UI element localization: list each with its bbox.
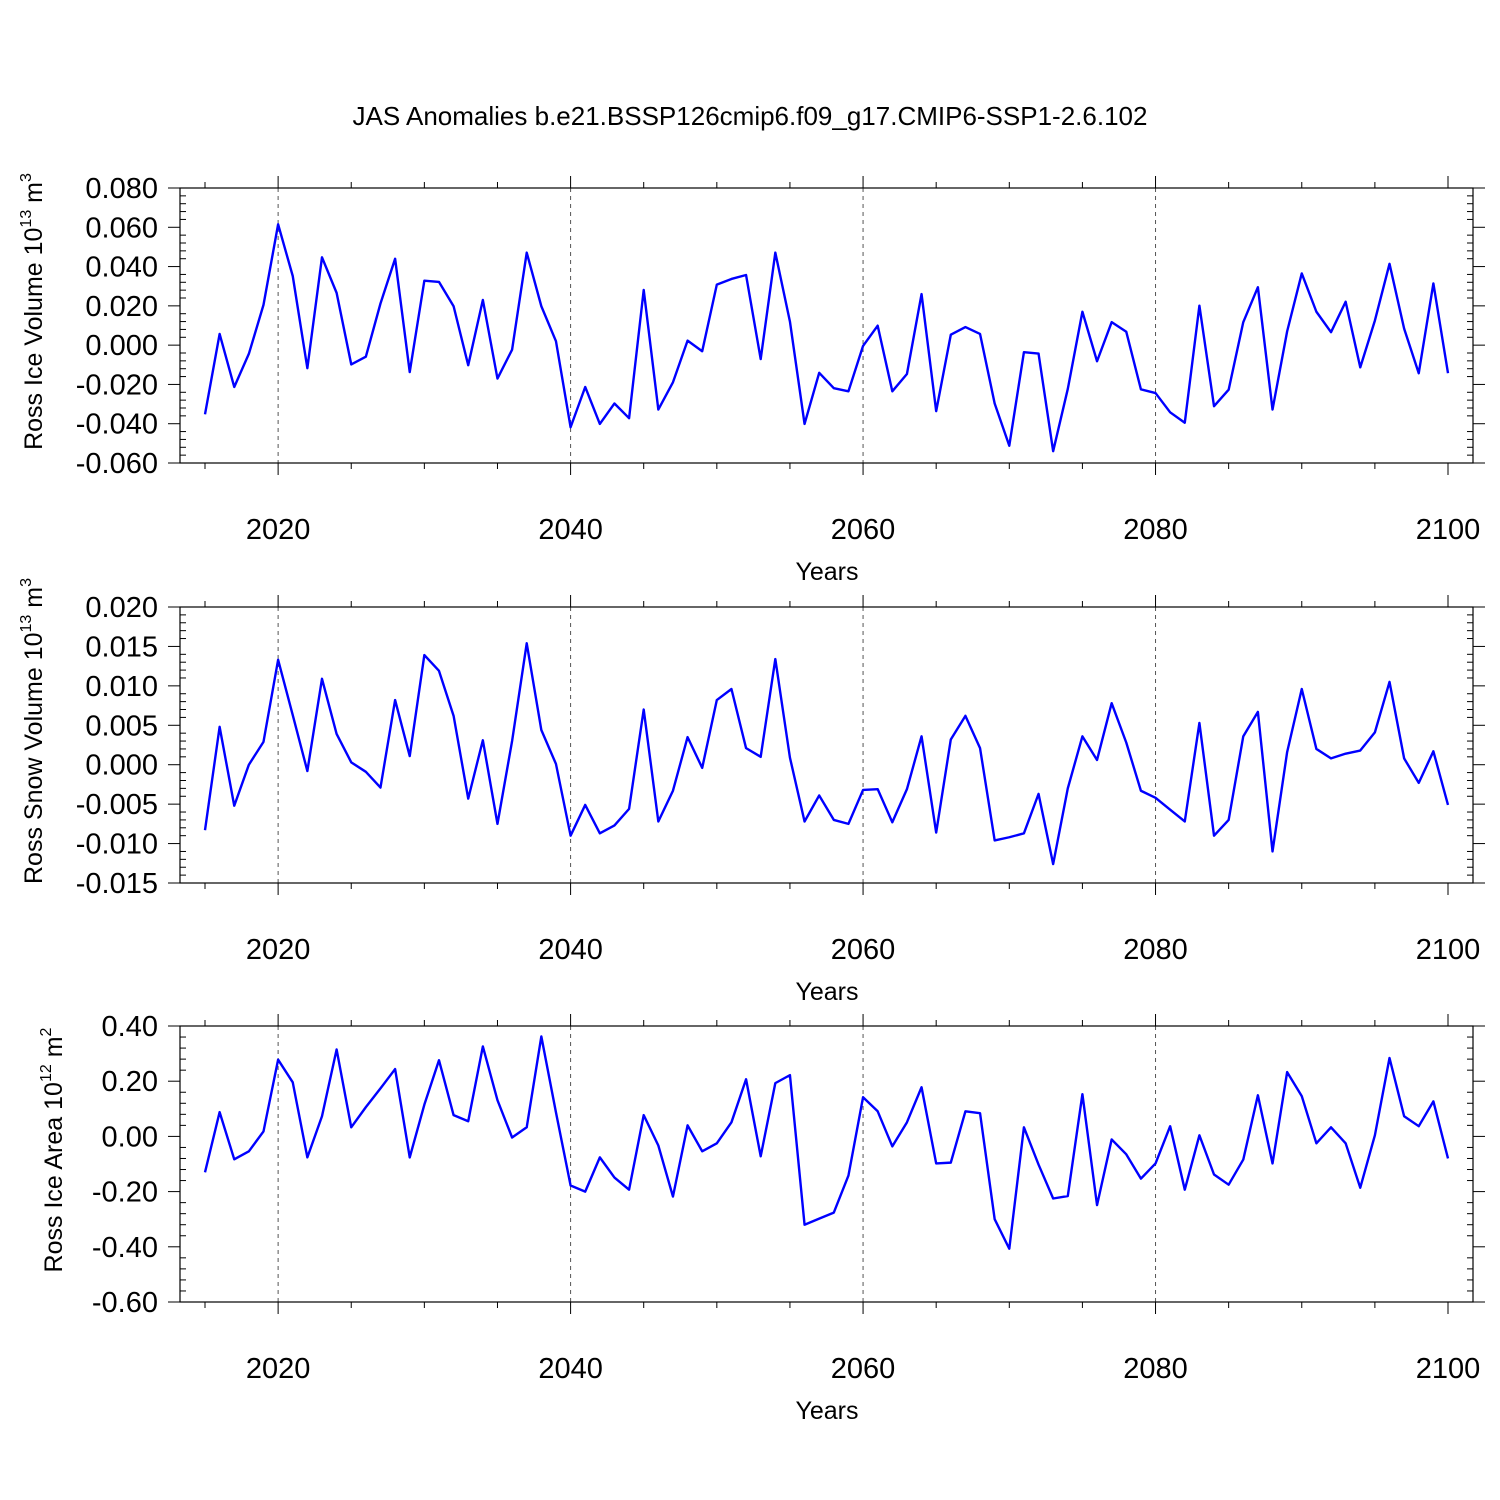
y-tick-label: 0.000 <box>85 330 158 362</box>
panel-2: -0.015 -0.010 -0.005 0.000 0.005 0.010 0.015 0.… <box>18 578 1485 1006</box>
y-tick-label: -0.060 <box>76 448 158 480</box>
y-axis-title: Ross Snow Volume 1013 m3 <box>18 578 48 884</box>
y-tick-label: 0.020 <box>85 291 158 323</box>
y-tick-label: -0.010 <box>76 829 158 861</box>
y-tick-label: -0.20 <box>92 1177 158 1209</box>
x-tick-label: 2100 <box>1416 1353 1481 1385</box>
panel-1: -0.060 -0.040 -0.020 0.000 0.020 0.040 0.060 0.… <box>18 173 1485 586</box>
x-tick-label: 2080 <box>1123 1353 1188 1385</box>
x-tick-label: 2060 <box>831 934 896 966</box>
y-axis-title: Ross Ice Volume 1013 m3 <box>18 173 48 450</box>
panel-3: -0.60 -0.40 -0.20 0.00 0.20 0.40 2020 2040 2060 2… <box>38 1011 1485 1425</box>
y-tick-label: 0.20 <box>102 1066 158 1098</box>
x-tick-label: 2080 <box>1123 514 1188 546</box>
x-axis-title: Years <box>795 978 858 1006</box>
y-tick-label: 0.00 <box>102 1121 158 1153</box>
y-tick-label: 0.005 <box>85 710 158 742</box>
x-axis-title: Years <box>795 558 858 586</box>
x-tick-label: 2040 <box>538 514 603 546</box>
y-tick-label: -0.60 <box>92 1287 158 1319</box>
y-tick-label: 0.080 <box>85 173 158 205</box>
y-tick-label: 0.015 <box>85 631 158 663</box>
plot-frame <box>179 606 1474 884</box>
y-tick-label: -0.040 <box>76 409 158 441</box>
x-tick-label: 2060 <box>831 514 896 546</box>
plot-frame <box>179 1025 1474 1303</box>
y-tick-label: -0.005 <box>76 789 158 821</box>
chart-title: JAS Anomalies b.e21.BSSP126cmip6.f09_g17… <box>353 101 1148 131</box>
y-tick-label: 0.40 <box>102 1011 158 1043</box>
x-tick-label: 2020 <box>246 1353 311 1385</box>
y-tick-label: 0.040 <box>85 252 158 284</box>
y-tick-label: 0.060 <box>85 212 158 244</box>
x-tick-label: 2020 <box>246 934 311 966</box>
y-tick-label: -0.015 <box>76 868 158 900</box>
x-tick-label: 2060 <box>831 1353 896 1385</box>
series-line <box>203 223 1450 453</box>
plot-frame <box>179 187 1474 464</box>
y-tick-label: 0.000 <box>85 750 158 782</box>
y-axis-title: Ross Ice Area 1012 m2 <box>38 1027 68 1272</box>
series-line <box>203 1035 1450 1250</box>
x-tick-label: 2100 <box>1416 514 1481 546</box>
y-tick-label: 0.010 <box>85 671 158 703</box>
series-line <box>203 642 1450 866</box>
x-axis-title: Years <box>795 1397 858 1425</box>
x-tick-label: 2080 <box>1123 934 1188 966</box>
x-tick-label: 2040 <box>538 1353 603 1385</box>
x-tick-label: 2040 <box>538 934 603 966</box>
x-tick-label: 2020 <box>246 514 311 546</box>
x-tick-label: 2100 <box>1416 934 1481 966</box>
y-tick-label: 0.020 <box>85 592 158 624</box>
y-tick-label: -0.40 <box>92 1232 158 1264</box>
y-tick-label: -0.020 <box>76 369 158 401</box>
